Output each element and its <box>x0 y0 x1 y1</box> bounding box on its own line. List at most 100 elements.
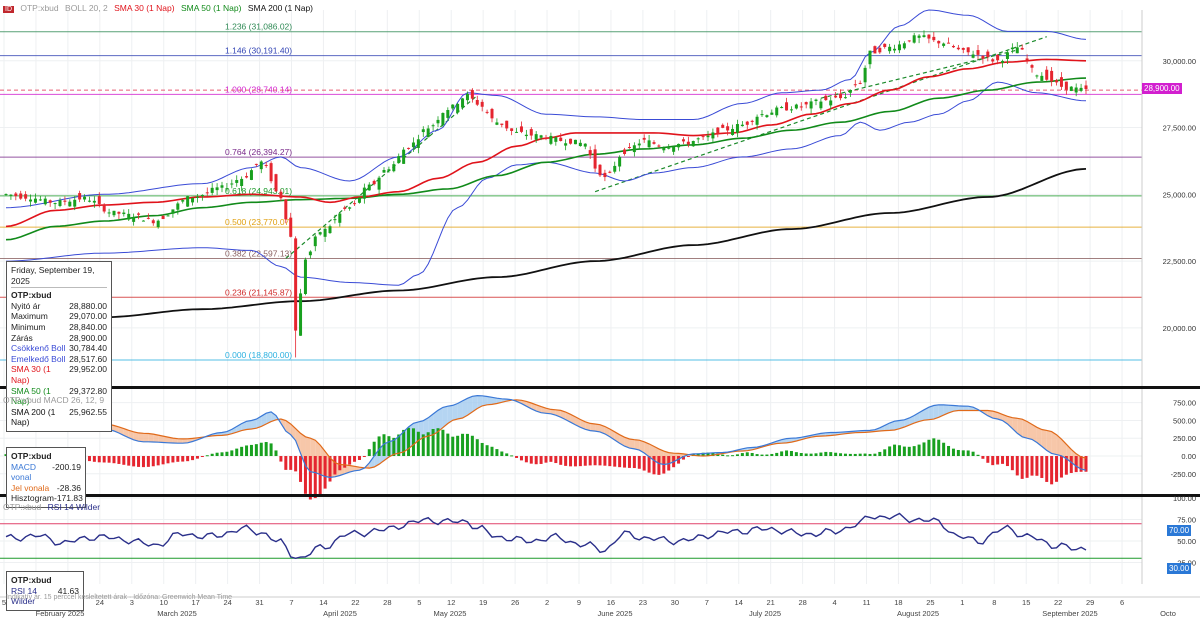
x-tick-label: 1 <box>960 598 964 607</box>
macd-histogram-bar <box>407 427 411 457</box>
candle-body <box>554 137 558 142</box>
candle-body <box>868 50 872 65</box>
trendlines <box>285 36 1047 259</box>
macd-histogram-bar <box>750 452 754 457</box>
macd-histogram-bar <box>485 445 489 457</box>
legend-symbol[interactable]: OTP:xbud <box>20 3 59 13</box>
candle-body <box>191 197 195 203</box>
macd-histogram-bar <box>269 443 273 457</box>
macd-histogram-bar <box>245 445 249 457</box>
macd-legend[interactable]: OTP:xbud MACD 26, 12, 9 <box>3 395 105 405</box>
tooltip-row: Maximum 29,070.00 <box>11 311 107 322</box>
candle-body <box>1015 47 1019 54</box>
rsi-legend[interactable]: OTP:xbud RSI 14 Wilder <box>3 502 104 512</box>
x-month-label: February 2025 <box>36 609 85 618</box>
tooltip-date: Friday, September 19, 2025 <box>11 265 107 289</box>
macd-histogram-bar <box>922 442 926 457</box>
candle-body <box>819 101 823 109</box>
sma30-line <box>5 58 1087 228</box>
rsi-tooltip-value: 41.63 <box>57 585 79 596</box>
tooltip-row: Zárás 28,900.00 <box>11 333 107 344</box>
candle-body <box>274 174 278 192</box>
macd-histogram-bar <box>446 433 450 457</box>
legend-sma50[interactable]: SMA 50 (1 Nap) <box>180 3 242 13</box>
macd-histogram-bar <box>1040 456 1044 478</box>
macd-tooltip-row: Jel vonala -28.36 <box>11 483 81 494</box>
macd-fill <box>585 421 591 431</box>
macd-histogram-bar <box>338 456 342 471</box>
candle-body <box>652 142 656 144</box>
macd-fill <box>172 438 178 444</box>
x-month-label: July 2025 <box>749 609 781 618</box>
rsi-30-badge: 30.00 <box>1167 563 1192 574</box>
candle-body <box>510 128 514 131</box>
candle-body <box>608 171 612 173</box>
macd-fill <box>467 396 473 416</box>
candle-body <box>789 109 793 111</box>
candle-body <box>598 164 602 176</box>
macd-histogram-bar <box>475 439 479 457</box>
macd-histogram-bar <box>745 452 749 457</box>
candle-body <box>696 138 700 140</box>
candle-body <box>230 183 234 185</box>
macd-fill <box>168 437 173 443</box>
candle-body <box>564 143 568 146</box>
macd-histogram-bar <box>353 456 357 462</box>
symbol-badge[interactable]: ID <box>3 6 14 13</box>
legend-sma30[interactable]: SMA 30 (1 Nap) <box>114 3 175 13</box>
candle-body <box>863 67 867 83</box>
rsi-y-tick-label: 50.00 <box>1177 537 1196 546</box>
rsi-line <box>5 512 1087 560</box>
candle-body <box>956 47 960 50</box>
macd-fill <box>163 436 168 443</box>
macd-fill <box>624 437 630 449</box>
y-tick-label: 22,500.00 <box>1163 257 1196 266</box>
x-tick-label: 3 <box>130 598 134 607</box>
x-tick-label: 8 <box>992 598 996 607</box>
candle-body <box>524 134 528 137</box>
macd-histogram-bar <box>981 456 985 459</box>
macd-fill <box>899 419 905 429</box>
candle-body <box>578 142 582 147</box>
legend-boll[interactable]: BOLL 20, 2 <box>65 3 108 13</box>
candle-body <box>794 104 798 109</box>
macd-fill <box>953 405 959 412</box>
macd-histogram-bar <box>588 456 592 466</box>
macd-tooltip-value: -200.19 <box>52 461 81 472</box>
rsi-tooltip-symbol: OTP:xbud <box>11 575 52 585</box>
candle-body <box>289 217 293 237</box>
macd-fill <box>948 405 954 413</box>
sma50-line <box>5 77 1087 241</box>
macd-fill <box>526 401 532 409</box>
macd-fill <box>919 409 924 422</box>
macd-histogram-bar <box>451 436 455 457</box>
macd-tooltip-value: -28.36 <box>56 482 81 493</box>
x-tick-label: 9 <box>577 598 581 607</box>
candle-body <box>848 89 852 93</box>
tooltip-value: 29,372.80 <box>69 385 107 396</box>
candle-body <box>127 213 131 220</box>
candle-body <box>259 161 263 170</box>
macd-histogram-bar <box>392 437 396 457</box>
candle-body <box>122 212 126 215</box>
candle-body <box>799 106 803 108</box>
macd-histogram-bar <box>181 456 185 462</box>
candle-body <box>755 116 759 125</box>
candle-body <box>986 51 990 58</box>
macd-histogram-bar <box>436 428 440 457</box>
macd-fill <box>600 424 605 434</box>
macd-fill <box>619 434 625 447</box>
legend-sma200[interactable]: SMA 200 (1 Nap) <box>247 3 314 13</box>
macd-histogram-bar <box>785 450 789 457</box>
candle-body <box>9 194 13 196</box>
x-tick-label: 30 <box>671 598 679 607</box>
candle-body <box>706 135 710 138</box>
macd-histogram-bar <box>490 446 494 457</box>
macd-histogram-bar <box>564 456 568 466</box>
x-tick-label: 16 <box>607 598 615 607</box>
macd-histogram-bar <box>603 456 607 466</box>
bollinger-bands <box>5 9 1087 286</box>
macd-fill <box>295 428 301 454</box>
macd-y-tick-label: -250.00 <box>1171 470 1196 479</box>
